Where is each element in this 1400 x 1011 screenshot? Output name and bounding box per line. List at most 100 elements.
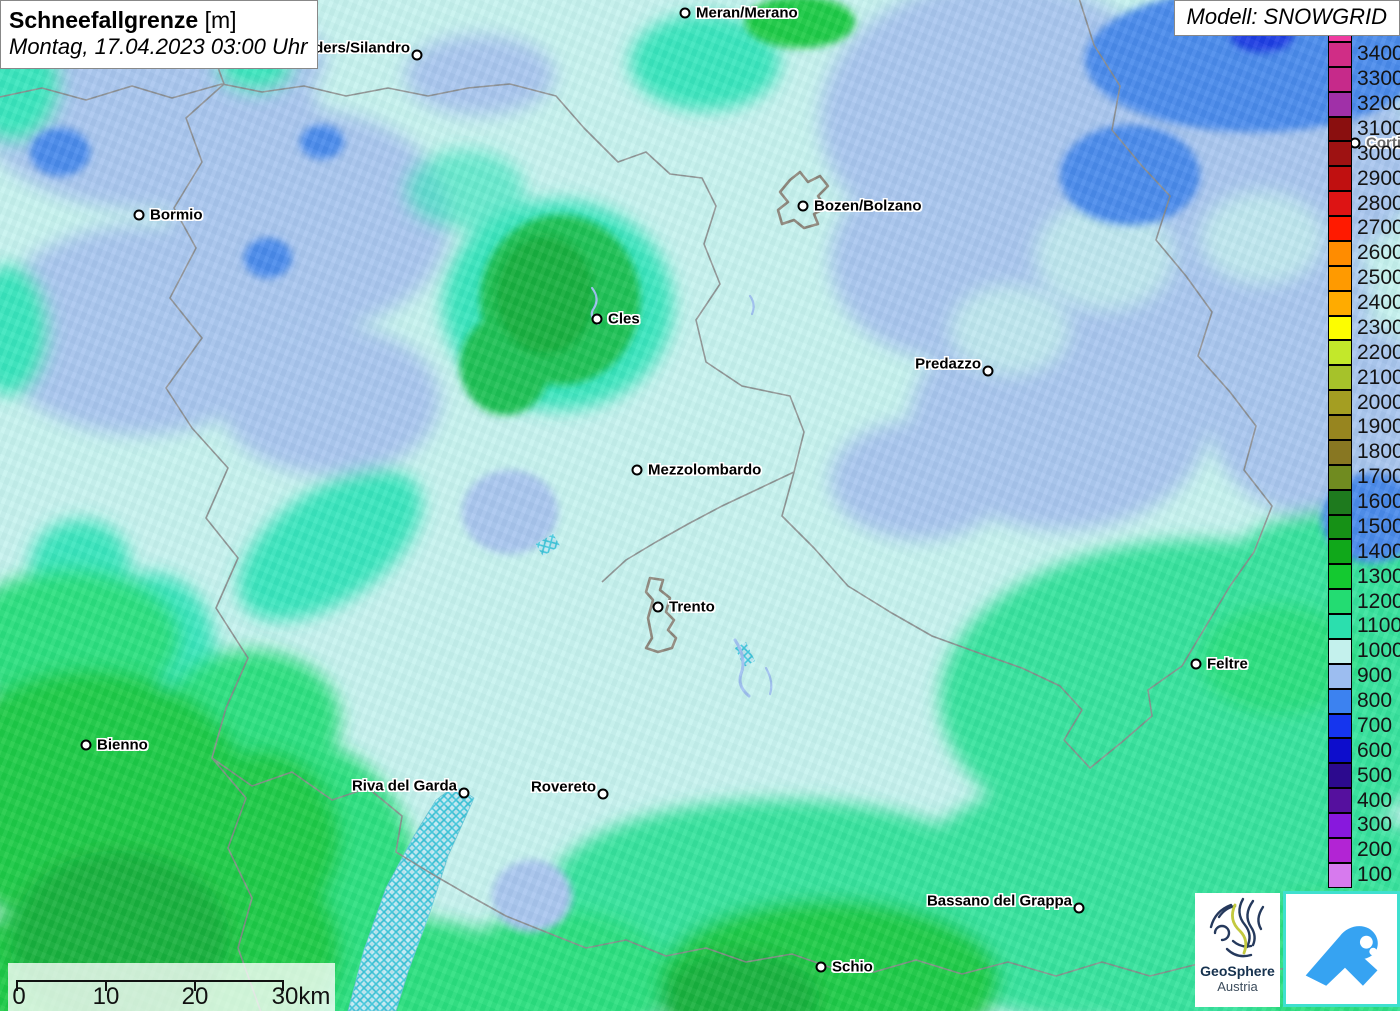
city-label: Schio: [832, 958, 873, 976]
rivers: [590, 286, 773, 698]
title-text: Schneefallgrenze: [9, 7, 199, 33]
legend-entry: 2000: [1328, 390, 1400, 415]
city-marker: [458, 787, 470, 799]
legend-value: 1700: [1357, 465, 1400, 489]
legend-value: 2500: [1357, 266, 1400, 290]
legend-value: 500: [1357, 763, 1393, 787]
legend-value: 900: [1357, 664, 1393, 688]
legend-entry: 2600: [1328, 240, 1400, 266]
legend-swatch: [1328, 340, 1352, 366]
city-marker: [679, 7, 691, 19]
contour-lines-icon: [1209, 897, 1264, 958]
legend-entry: 900: [1328, 663, 1400, 689]
legend-swatch: [1328, 191, 1352, 216]
mountain-icon: [1305, 926, 1378, 986]
legend-swatch: [1328, 862, 1352, 888]
legend-swatch: [1328, 813, 1352, 838]
legend-entry: 300: [1328, 813, 1400, 838]
city-label: Trento: [669, 598, 715, 616]
legend-value: 1500: [1357, 514, 1400, 538]
legend-value: 1900: [1357, 415, 1400, 439]
legend-swatch: [1328, 141, 1352, 167]
legend-swatch: [1328, 688, 1352, 714]
scale-label-0: 0: [12, 983, 26, 1010]
city-label: Feltre: [1207, 655, 1248, 673]
legend-entry: 1700: [1328, 464, 1400, 490]
geosphere-logo: GeoSphere Austria: [1195, 893, 1280, 1007]
legend-swatch: [1328, 738, 1352, 764]
legend-swatch: [1328, 415, 1352, 440]
city-marker: [982, 365, 994, 377]
city-marker: [597, 788, 609, 800]
legend-swatch: [1328, 66, 1352, 92]
legend-entry: 100: [1328, 862, 1400, 888]
scale-tick: [194, 980, 196, 991]
legend-entry: 700: [1328, 713, 1400, 739]
legend-swatch: [1328, 41, 1352, 67]
legend-value: 1000: [1357, 639, 1400, 663]
legend-entry: 2700: [1328, 216, 1400, 241]
legend-value: 300: [1357, 813, 1393, 837]
city-label: Cles: [608, 310, 640, 328]
legend-value: 1300: [1357, 564, 1400, 588]
map-title: Schneefallgrenze [m]: [9, 6, 307, 34]
legend-value: 800: [1357, 689, 1393, 713]
legend-swatch: [1328, 638, 1352, 664]
legend-value: 1100: [1357, 614, 1400, 638]
legend-value: 2200: [1357, 340, 1400, 364]
legend-swatch: [1328, 390, 1352, 415]
legend-value: 1600: [1357, 490, 1400, 514]
legend-swatch: [1328, 564, 1352, 590]
city-marker: [797, 200, 809, 212]
legend-entry: 1300: [1328, 564, 1400, 590]
legend-entry: 1100: [1328, 614, 1400, 639]
legend-swatch: [1328, 240, 1352, 266]
legend-value: 2800: [1357, 191, 1400, 215]
legend-entry: 2900: [1328, 166, 1400, 192]
title-datetime: Montag, 17.04.2023 03:00 Uhr: [9, 34, 308, 60]
legend: 3500340033003200310030002900280027002600…: [1328, 17, 1400, 888]
scale-tick: [105, 980, 107, 991]
city-marker: [591, 313, 603, 325]
legend-value: 3200: [1357, 92, 1400, 116]
title-unit: [m]: [198, 7, 237, 33]
scale-tick: [282, 980, 284, 991]
legend-swatch: [1328, 91, 1352, 117]
legend-swatch: [1328, 837, 1352, 863]
legend-swatch: [1328, 589, 1352, 614]
legend-entry: 800: [1328, 688, 1400, 714]
legend-value: 2100: [1357, 365, 1400, 389]
legend-swatch: [1328, 514, 1352, 540]
city-marker: [631, 464, 643, 476]
legend-entry: 2800: [1328, 191, 1400, 216]
legend-swatch: [1328, 216, 1352, 241]
scale-line: [16, 980, 284, 982]
legend-value: 2300: [1357, 315, 1400, 339]
legend-entry: 1600: [1328, 489, 1400, 515]
legend-entry: 1400: [1328, 539, 1400, 565]
scale-label-10: 10: [92, 983, 120, 1010]
legend-value: 1800: [1357, 440, 1400, 464]
legend-entry: 2400: [1328, 290, 1400, 316]
legend-swatch: [1328, 290, 1352, 316]
legend-entry: 2300: [1328, 315, 1400, 341]
legend-value: 2000: [1357, 390, 1400, 414]
city-marker: [815, 961, 827, 973]
city-label: Bormio: [150, 206, 203, 224]
legend-swatch: [1328, 365, 1352, 391]
legend-entry: 1800: [1328, 439, 1400, 465]
legend-value: 400: [1357, 788, 1393, 812]
legend-swatch: [1328, 713, 1352, 739]
city-marker: [133, 209, 145, 221]
city-label: Bassano del Grappa: [926, 892, 1072, 910]
legend-swatch: [1328, 614, 1352, 639]
city-label: Mezzolombardo: [648, 461, 762, 479]
city-marker: [652, 601, 664, 613]
legend-entry: 3400: [1328, 41, 1400, 67]
city-label: Bienno: [97, 736, 148, 754]
city-marker: [1190, 658, 1202, 670]
legend-entry: 3100: [1328, 116, 1400, 142]
city-label: Bozen/Bolzano: [814, 197, 922, 215]
legend-value: 3100: [1357, 116, 1400, 140]
